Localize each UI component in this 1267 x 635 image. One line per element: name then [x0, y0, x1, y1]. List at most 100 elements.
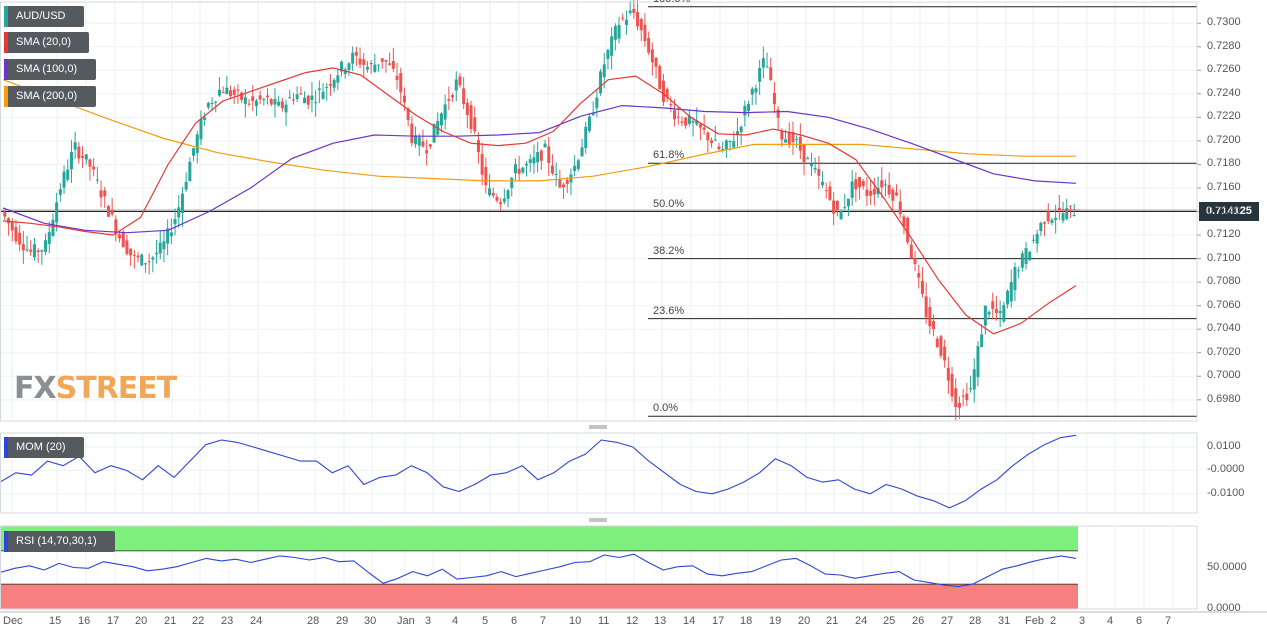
candle-body [732, 141, 736, 148]
rsi-tick-label: 50.0000 [1207, 560, 1247, 573]
price-tick-label: 0.7220 [1207, 110, 1241, 123]
candle-body [369, 63, 373, 65]
candle-body [58, 189, 62, 195]
symbol-tag[interactable]: AUD/USD [4, 6, 84, 27]
candle-body [865, 189, 869, 197]
candle-body [687, 115, 691, 124]
candle-body [1035, 233, 1039, 244]
candle-body [647, 37, 651, 53]
candle-body [192, 148, 196, 156]
candle-body [787, 131, 791, 146]
candle-body [591, 112, 595, 116]
x-tick-label: 3 [1079, 615, 1086, 627]
candle-body [229, 90, 233, 97]
candle-body [469, 105, 473, 129]
candle-body [291, 99, 295, 101]
candle-body [765, 66, 769, 68]
candle-body [1054, 217, 1058, 221]
candle-body [47, 232, 51, 245]
candle-body [547, 146, 551, 164]
candle-body [536, 152, 540, 163]
candle-body [950, 373, 954, 397]
candle-body [1072, 214, 1076, 216]
candle-body [414, 135, 418, 145]
candle-body [491, 192, 495, 196]
candle-body [510, 177, 514, 188]
candle-body [1017, 270, 1021, 272]
rsi-tag[interactable]: RSI (14,70,30,1) [4, 531, 115, 552]
candle-body [654, 57, 658, 67]
rsi-overbought-zone [0, 526, 1078, 551]
candle-body [595, 97, 599, 109]
candle-body [525, 163, 529, 166]
sma100-tag[interactable]: SMA (100,0) [4, 59, 96, 80]
candle-body [706, 132, 710, 141]
candle-body [673, 110, 677, 120]
sma20-label: SMA (20,0) [16, 36, 72, 48]
candle-body [321, 91, 325, 99]
candle-body [610, 36, 614, 56]
candle-body [454, 79, 458, 91]
sma200-line [2, 79, 1076, 182]
x-tick-label: 20 [798, 615, 811, 627]
candle-body [846, 198, 850, 207]
candle-body [314, 102, 318, 104]
candle-body [1006, 290, 1010, 305]
x-tick-label: 26 [912, 615, 925, 627]
candle-body [158, 242, 162, 254]
candle-body [521, 167, 525, 173]
candle-body [939, 336, 943, 356]
candle-body [391, 61, 395, 69]
candle-body [195, 134, 199, 153]
candle-body [44, 240, 48, 252]
mom-tag[interactable]: MOM (20) [4, 437, 84, 458]
candle-body [957, 402, 961, 408]
candle-body [636, 12, 640, 27]
x-tick-label: 13 [654, 615, 667, 627]
candle-body [347, 63, 351, 70]
candle-body [499, 202, 503, 205]
sma20-swatch [4, 32, 8, 53]
candle-body [217, 89, 221, 96]
candle-body [784, 139, 788, 143]
candle-body [18, 232, 22, 245]
candle-body [428, 144, 432, 147]
candle-body [750, 88, 754, 95]
candle-body [373, 64, 377, 72]
candle-body [162, 241, 166, 250]
candle-body [869, 190, 873, 196]
candle-body [798, 136, 802, 151]
candle-body [617, 24, 621, 39]
candle-body [821, 181, 825, 186]
x-tick-label: 11 [598, 615, 610, 627]
candle-body [920, 280, 924, 294]
candle-body [273, 98, 277, 105]
candle-body [1068, 205, 1072, 207]
candle-body [658, 66, 662, 90]
candle-body [909, 244, 913, 259]
candle-body [532, 157, 536, 164]
sma200-tag[interactable]: SMA (200,0) [4, 86, 96, 107]
candle-body [791, 131, 795, 142]
candle-body [262, 99, 266, 101]
price-tick-label: 0.7060 [1207, 298, 1241, 311]
x-tick-label: 4 [452, 615, 459, 627]
candle-body [895, 192, 899, 196]
logo-street: STREET [55, 371, 178, 406]
price-tick-label: 0.7120 [1207, 228, 1241, 241]
price-tick-label: 0.7000 [1207, 369, 1241, 382]
candle-body [843, 207, 847, 209]
candle-body [906, 217, 910, 243]
candle-body [1039, 222, 1043, 232]
price-tick-label: 0.7280 [1207, 39, 1241, 52]
sma20-tag[interactable]: SMA (20,0) [4, 32, 89, 53]
x-tick-label: 7 [540, 615, 547, 627]
candlestick-series [3, 0, 1076, 421]
x-tick-label: 7 [1165, 615, 1172, 627]
x-tick-label: 21 [826, 615, 839, 627]
symbol-label: AUD/USD [16, 10, 66, 22]
candle-body [354, 51, 358, 56]
mom-tick-label: 0.0100 [1207, 440, 1241, 453]
candle-body [713, 139, 717, 141]
